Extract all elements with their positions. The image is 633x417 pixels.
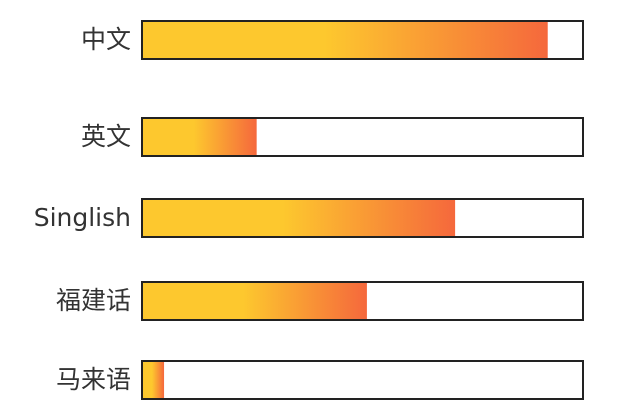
bar-frame — [141, 20, 584, 60]
bar-frame — [141, 198, 584, 238]
bar — [142, 282, 367, 320]
bar — [142, 21, 548, 59]
bar-frame — [141, 281, 584, 321]
bar — [142, 199, 456, 237]
category-label: Singlish — [34, 203, 131, 232]
category-label: 中文 — [81, 25, 131, 54]
category-label: 英文 — [81, 122, 131, 151]
bar-frame — [141, 117, 584, 157]
bar — [142, 361, 165, 399]
bar-frame — [141, 360, 584, 400]
category-label: 福建话 — [56, 286, 131, 315]
bar — [142, 118, 257, 156]
category-label: 马来语 — [56, 365, 131, 394]
